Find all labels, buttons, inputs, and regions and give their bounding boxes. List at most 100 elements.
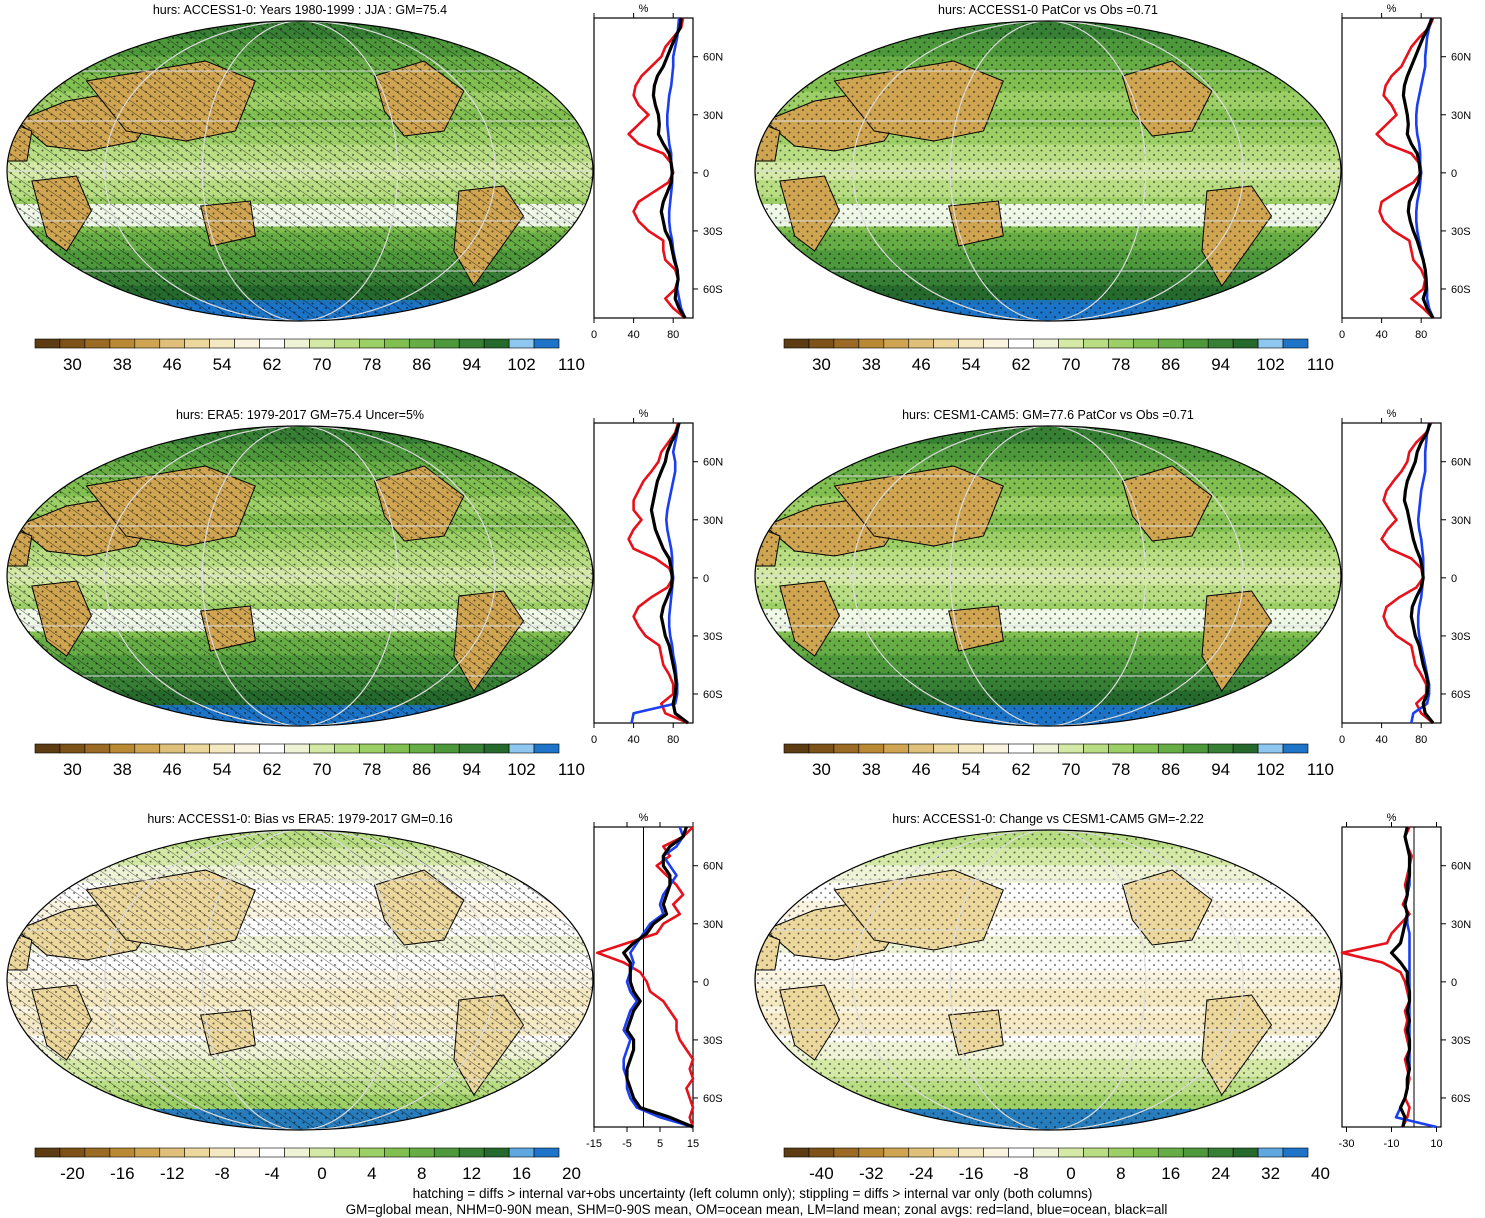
colorbar-box — [533, 743, 560, 754]
colorbar-label: 38 — [113, 760, 132, 779]
colorbar-box — [359, 1147, 385, 1158]
colorbar-box — [808, 1147, 835, 1158]
colorbar-box — [883, 1147, 910, 1158]
colorbar-box — [309, 1147, 335, 1158]
colorbar-label: 70 — [1061, 760, 1080, 779]
colorbar-label: 4 — [367, 1164, 376, 1183]
lat-tick-label: 60S — [1451, 689, 1471, 701]
colorbar-box — [334, 743, 360, 754]
colorbar-box — [234, 338, 260, 349]
colorbar-box — [783, 743, 810, 754]
colorbar-label: 46 — [912, 760, 931, 779]
colorbar-box — [1157, 1147, 1184, 1158]
panel-title: hurs: ERA5: 1979-2017 GM=75.4 Uncer=5% — [176, 408, 424, 422]
colorbar-box — [433, 1147, 460, 1158]
colorbar-box — [533, 338, 560, 349]
colorbar-box — [334, 1147, 360, 1158]
zonal-line-all — [1389, 826, 1412, 1128]
colorbar-label: 24 — [1211, 1164, 1230, 1183]
lat-tick-label: 60S — [703, 689, 723, 701]
colorbar-box — [883, 338, 910, 349]
colorbar-box — [808, 338, 835, 349]
colorbar-label: 30 — [812, 355, 831, 374]
colorbar-box — [958, 1147, 984, 1158]
lat-tick-label: 30S — [1451, 226, 1471, 238]
colorbar-box — [384, 1147, 410, 1158]
colorbar-label: 40 — [1311, 1164, 1330, 1183]
colorbar-box — [1157, 338, 1184, 349]
colorbar-box — [1083, 338, 1109, 349]
colorbar-box — [59, 338, 86, 349]
colorbar-box — [259, 338, 285, 349]
graticule-meridian — [852, 830, 1244, 1130]
panel-4: hurs: CESM1-CAM5: GM=77.6 PatCor vs Obs … — [754, 408, 1471, 779]
colorbar-box — [209, 743, 235, 754]
lat-tick-label: 30N — [703, 919, 723, 931]
graticule-meridian — [104, 21, 496, 321]
lat-tick-label: 0 — [1451, 573, 1457, 585]
colorbar-label: 70 — [312, 760, 331, 779]
colorbar-label: 62 — [263, 355, 282, 374]
colorbar-box — [1008, 743, 1034, 754]
colorbar-box — [1182, 1147, 1209, 1158]
colorbar-box — [184, 338, 210, 349]
zonal-unit: % — [1387, 408, 1397, 420]
colorbar-box — [1257, 1147, 1284, 1158]
colorbar-box — [808, 743, 835, 754]
lat-tick-label: 30S — [703, 226, 723, 238]
colorbar-box — [1058, 743, 1084, 754]
graticule-meridian — [201, 426, 399, 726]
panel-1: hurs: ACCESS1-0: Years 1980-1999 : JJA :… — [6, 3, 723, 374]
colorbar-box — [508, 338, 535, 349]
colorbar-box — [159, 338, 186, 349]
colorbar-label: 54 — [962, 760, 981, 779]
colorbar-label: -12 — [160, 1164, 185, 1183]
colorbar-box — [408, 338, 435, 349]
colorbar-box — [908, 338, 935, 349]
colorbar-box — [334, 338, 360, 349]
colorbar-box — [1108, 743, 1134, 754]
zonal-line-all — [1402, 422, 1435, 725]
colorbar-label: 62 — [1012, 355, 1031, 374]
zonal-line-all — [1401, 17, 1435, 319]
colorbar-box — [933, 743, 959, 754]
panel-6: hurs: ACCESS1-0: Change vs CESM1-CAM5 GM… — [754, 812, 1471, 1183]
lat-tick-label: 30S — [703, 631, 723, 643]
map-outline — [754, 20, 1342, 322]
colorbar-box — [483, 1147, 510, 1158]
colorbar-box — [184, 743, 210, 754]
panel-title: hurs: ACCESS1-0 PatCor vs Obs =0.71 — [938, 3, 1158, 17]
lat-tick-label: 60N — [703, 457, 723, 469]
graticule-meridian — [104, 426, 496, 726]
colorbar-box — [259, 743, 285, 754]
colorbar-box — [983, 338, 1009, 349]
colorbar-label: 94 — [462, 760, 481, 779]
lat-tick-label: 0 — [1451, 977, 1457, 989]
lat-tick-label: 30N — [1451, 515, 1471, 527]
colorbar-label: 30 — [812, 760, 831, 779]
colorbar-box — [34, 743, 61, 754]
colorbar-label: 62 — [263, 760, 282, 779]
colorbar-label: 70 — [1061, 355, 1080, 374]
colorbar-box — [833, 743, 860, 754]
colorbar-box — [209, 338, 235, 349]
graticule-meridian — [949, 830, 1147, 1130]
colorbar-box — [1232, 1147, 1259, 1158]
zonal-unit: % — [639, 408, 649, 420]
colorbar-box — [284, 743, 310, 754]
map-field — [755, 21, 1341, 321]
colorbar-label: 0 — [317, 1164, 326, 1183]
graticule-meridian — [104, 830, 496, 1130]
colorbar-box — [858, 1147, 885, 1158]
map-outline — [6, 20, 594, 322]
colorbar-box — [1083, 1147, 1109, 1158]
colorbar-box — [983, 743, 1009, 754]
map-field — [755, 830, 1341, 1130]
map-outline — [6, 829, 594, 1131]
colorbar-box — [59, 743, 86, 754]
colorbar-box — [1008, 338, 1034, 349]
colorbar-label: -20 — [60, 1164, 85, 1183]
lat-tick-label: 30N — [1451, 110, 1471, 122]
colorbar-box — [858, 338, 885, 349]
